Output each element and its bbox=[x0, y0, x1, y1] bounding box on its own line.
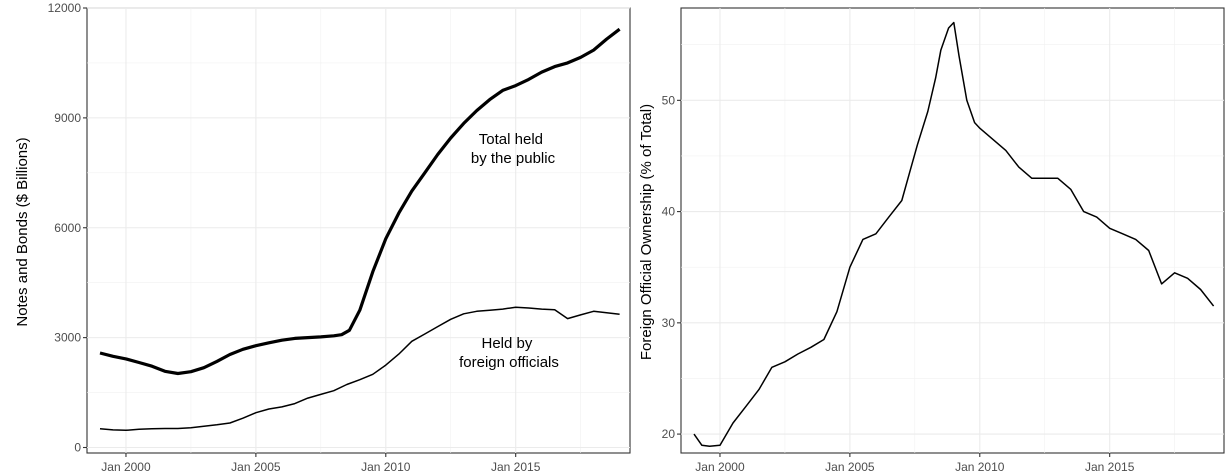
y-tick-label: 3000 bbox=[54, 331, 81, 345]
left-y-axis-title: Notes and Bonds ($ Billions) bbox=[14, 137, 31, 326]
right-plot-border bbox=[680, 7, 1225, 454]
left-x-axis: Jan 2000 Jan 2005 Jan 2010 Jan 2015 bbox=[101, 453, 541, 474]
right-y-axis: 20 30 40 50 bbox=[662, 93, 681, 441]
x-tick-label: Jan 2000 bbox=[695, 460, 745, 474]
left-series-lines bbox=[99, 27, 621, 432]
right-y-axis-title: Foreign Official Ownership (% of Total) bbox=[638, 104, 655, 360]
series-line-1 bbox=[99, 306, 620, 432]
y-tick-label: 6000 bbox=[54, 221, 81, 235]
y-tick-label: 40 bbox=[662, 205, 676, 219]
y-tick-label: 20 bbox=[662, 427, 676, 441]
right-x-axis: Jan 2000 Jan 2005 Jan 2010 Jan 2015 bbox=[695, 453, 1135, 474]
left-plot-border bbox=[86, 7, 631, 454]
annotation-foreign-officials: Held by foreign officials bbox=[459, 335, 559, 371]
left-y-axis: 0 3000 6000 9000 12000 bbox=[48, 1, 87, 455]
series-line-0 bbox=[99, 27, 621, 376]
x-tick-label: Jan 2000 bbox=[101, 460, 151, 474]
annotation-total-held: Total held by the public bbox=[471, 131, 556, 167]
x-tick-label: Jan 2015 bbox=[491, 460, 541, 474]
y-tick-label: 9000 bbox=[54, 111, 81, 125]
x-tick-label: Jan 2010 bbox=[955, 460, 1005, 474]
y-tick-label: 30 bbox=[662, 316, 676, 330]
left-gridlines bbox=[87, 7, 630, 453]
y-tick-label: 12000 bbox=[48, 1, 82, 15]
x-tick-label: Jan 2005 bbox=[231, 460, 281, 474]
right-chart-panel: 20 30 40 50 Jan 2000 Jan 2005 Jan 2010 Jan 201… bbox=[638, 7, 1225, 474]
x-tick-label: Jan 2010 bbox=[361, 460, 411, 474]
x-tick-label: Jan 2005 bbox=[825, 460, 875, 474]
y-tick-label: 0 bbox=[74, 441, 81, 455]
y-tick-label: 50 bbox=[662, 93, 676, 107]
x-tick-label: Jan 2015 bbox=[1085, 460, 1135, 474]
right-gridlines bbox=[681, 8, 1224, 453]
series-line-0 bbox=[693, 21, 1215, 448]
right-series-lines bbox=[693, 21, 1215, 448]
